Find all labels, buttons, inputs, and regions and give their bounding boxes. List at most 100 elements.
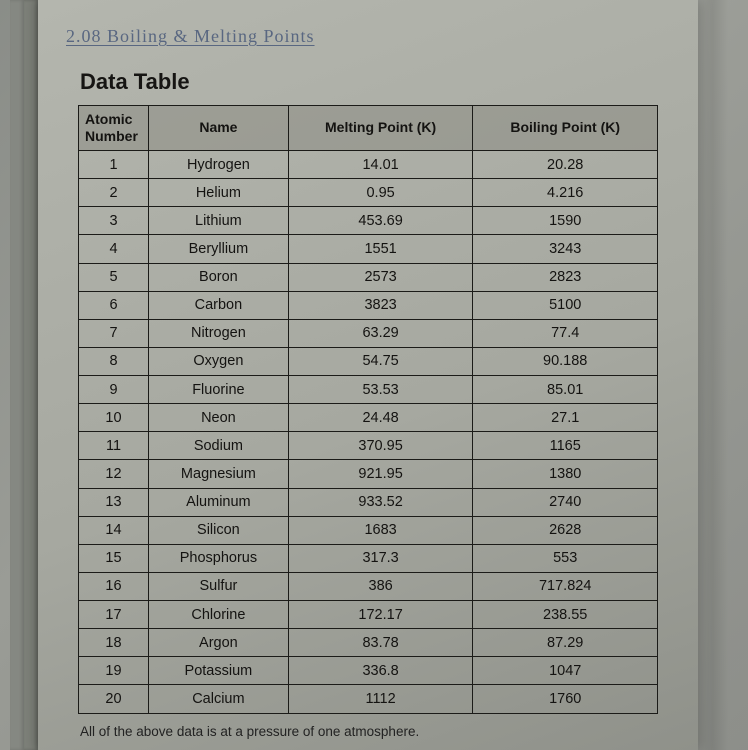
- cell-atomic-number: 17: [79, 601, 149, 629]
- table-row: 12Magnesium921.951380: [79, 460, 658, 488]
- cell-atomic-number: 4: [79, 235, 149, 263]
- cell-atomic-number: 1: [79, 151, 149, 179]
- table-row: 10Neon24.4827.1: [79, 404, 658, 432]
- table-row: 17Chlorine172.17238.55: [79, 601, 658, 629]
- cell-boiling-point: 4.216: [473, 179, 658, 207]
- cell-name: Phosphorus: [148, 544, 288, 572]
- cell-atomic-number: 18: [79, 629, 149, 657]
- cell-melting-point: 336.8: [288, 657, 473, 685]
- table-row: 13Aluminum933.522740: [79, 488, 658, 516]
- table-row: 20Calcium11121760: [79, 685, 658, 713]
- cell-boiling-point: 90.188: [473, 347, 658, 375]
- cell-name: Chlorine: [148, 601, 288, 629]
- cell-boiling-point: 1165: [473, 432, 658, 460]
- cell-name: Calcium: [148, 685, 288, 713]
- cell-boiling-point: 1047: [473, 657, 658, 685]
- cell-melting-point: 24.48: [288, 404, 473, 432]
- table-row: 18Argon83.7887.29: [79, 629, 658, 657]
- worksheet-paper: 2.08 Boiling & Melting Points Data Table…: [38, 0, 698, 750]
- cell-boiling-point: 3243: [473, 235, 658, 263]
- cell-boiling-point: 5100: [473, 291, 658, 319]
- cell-melting-point: 83.78: [288, 629, 473, 657]
- table-row: 8Oxygen54.7590.188: [79, 347, 658, 375]
- cell-name: Argon: [148, 629, 288, 657]
- table-row: 15Phosphorus317.3553: [79, 544, 658, 572]
- cell-boiling-point: 238.55: [473, 601, 658, 629]
- cell-atomic-number: 5: [79, 263, 149, 291]
- cell-name: Neon: [148, 404, 288, 432]
- cell-name: Oxygen: [148, 347, 288, 375]
- cell-name: Carbon: [148, 291, 288, 319]
- cell-melting-point: 3823: [288, 291, 473, 319]
- table-row: 5Boron25732823: [79, 263, 658, 291]
- cell-name: Fluorine: [148, 376, 288, 404]
- table-row: 16Sulfur386717.824: [79, 572, 658, 600]
- table-row: 3Lithium453.691590: [79, 207, 658, 235]
- cell-melting-point: 63.29: [288, 319, 473, 347]
- cell-name: Magnesium: [148, 460, 288, 488]
- cell-name: Aluminum: [148, 488, 288, 516]
- col-atomic-number: Atomic Number: [79, 106, 149, 151]
- cell-name: Beryllium: [148, 235, 288, 263]
- cell-melting-point: 54.75: [288, 347, 473, 375]
- cell-melting-point: 53.53: [288, 376, 473, 404]
- cell-atomic-number: 15: [79, 544, 149, 572]
- cell-boiling-point: 717.824: [473, 572, 658, 600]
- cell-atomic-number: 9: [79, 376, 149, 404]
- cell-boiling-point: 2823: [473, 263, 658, 291]
- cell-melting-point: 921.95: [288, 460, 473, 488]
- cell-atomic-number: 12: [79, 460, 149, 488]
- cell-melting-point: 14.01: [288, 151, 473, 179]
- cell-name: Silicon: [148, 516, 288, 544]
- cell-name: Lithium: [148, 207, 288, 235]
- table-row: 6Carbon38235100: [79, 291, 658, 319]
- cell-melting-point: 172.17: [288, 601, 473, 629]
- cell-atomic-number: 2: [79, 179, 149, 207]
- cell-atomic-number: 20: [79, 685, 149, 713]
- table-row: 1Hydrogen14.0120.28: [79, 151, 658, 179]
- table-row: 11Sodium370.951165: [79, 432, 658, 460]
- table-row: 9Fluorine53.5385.01: [79, 376, 658, 404]
- cell-boiling-point: 77.4: [473, 319, 658, 347]
- table-row: 14Silicon16832628: [79, 516, 658, 544]
- cell-name: Sodium: [148, 432, 288, 460]
- cell-melting-point: 2573: [288, 263, 473, 291]
- cell-melting-point: 386: [288, 572, 473, 600]
- cell-boiling-point: 87.29: [473, 629, 658, 657]
- cell-boiling-point: 27.1: [473, 404, 658, 432]
- col-name: Name: [148, 106, 288, 151]
- cell-boiling-point: 2628: [473, 516, 658, 544]
- page-edge: [698, 0, 748, 750]
- cell-name: Sulfur: [148, 572, 288, 600]
- cell-name: Hydrogen: [148, 151, 288, 179]
- cell-atomic-number: 13: [79, 488, 149, 516]
- cell-boiling-point: 20.28: [473, 151, 658, 179]
- cell-atomic-number: 8: [79, 347, 149, 375]
- cell-melting-point: 0.95: [288, 179, 473, 207]
- table-row: 19Potassium336.81047: [79, 657, 658, 685]
- footnote: All of the above data is at a pressure o…: [80, 724, 658, 739]
- col-boiling-point: Boiling Point (K): [473, 106, 658, 151]
- cell-melting-point: 453.69: [288, 207, 473, 235]
- cell-atomic-number: 19: [79, 657, 149, 685]
- cell-name: Helium: [148, 179, 288, 207]
- table-row: 7Nitrogen63.2977.4: [79, 319, 658, 347]
- data-table: Atomic Number Name Melting Point (K) Boi…: [78, 105, 658, 714]
- cell-atomic-number: 3: [79, 207, 149, 235]
- page-edge: [10, 0, 24, 750]
- cell-atomic-number: 14: [79, 516, 149, 544]
- cell-name: Potassium: [148, 657, 288, 685]
- cell-boiling-point: 2740: [473, 488, 658, 516]
- cell-melting-point: 370.95: [288, 432, 473, 460]
- cell-boiling-point: 85.01: [473, 376, 658, 404]
- handwritten-heading: 2.08 Boiling & Melting Points: [66, 26, 658, 47]
- cell-name: Boron: [148, 263, 288, 291]
- table-row: 2Helium0.954.216: [79, 179, 658, 207]
- cell-melting-point: 1683: [288, 516, 473, 544]
- cell-boiling-point: 1760: [473, 685, 658, 713]
- cell-atomic-number: 11: [79, 432, 149, 460]
- col-melting-point: Melting Point (K): [288, 106, 473, 151]
- cell-melting-point: 317.3: [288, 544, 473, 572]
- table-title: Data Table: [80, 69, 658, 95]
- cell-atomic-number: 6: [79, 291, 149, 319]
